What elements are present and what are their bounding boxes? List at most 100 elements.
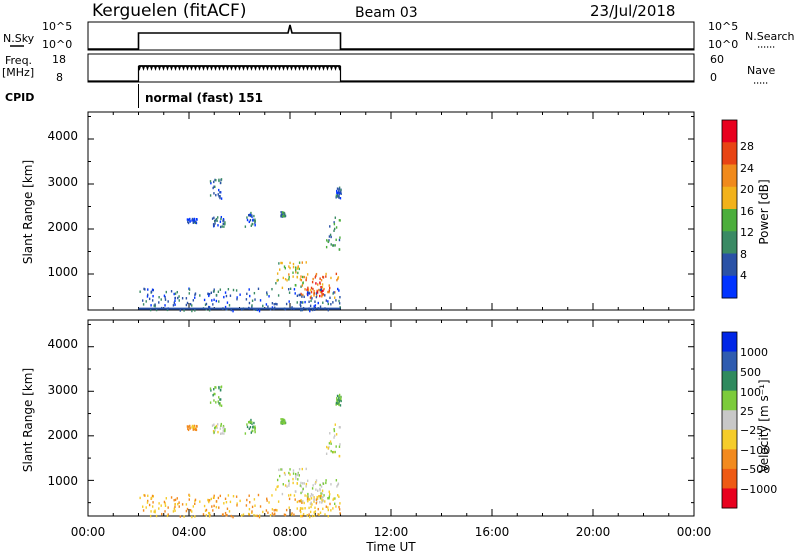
power-echo [224,305,227,309]
power-echo [338,289,340,292]
velocity-echo [314,510,317,513]
power-echo [277,294,280,297]
power-echo [321,292,323,295]
velocity-echo [274,512,276,516]
velocity-ytick: 4000 [47,337,78,351]
velocity-echo [285,508,288,512]
power-echo [213,216,215,219]
power-echo [306,288,308,292]
nave-tick-bottom: 0 [710,71,717,84]
power-echo [193,217,196,221]
power-echo [224,221,226,224]
velocity-echo [299,484,302,487]
velocity-echo [253,421,255,425]
power-echo [267,305,269,308]
power-echo [338,196,340,199]
velocity-echo [227,494,230,497]
power-echo [338,192,341,196]
power-echo [334,244,336,247]
velocity-echo [248,513,251,516]
velocity-echo [219,402,221,405]
velocity-echo [309,502,312,506]
power-echo [325,275,327,278]
velocity-echo [279,474,281,478]
power-echo [338,302,341,305]
power-echo [322,293,325,296]
power-echo [339,236,341,239]
velocity-echo [328,445,330,449]
power-echo [199,294,201,297]
velocity-cbar-tick: −100 [740,444,770,457]
velocity-echo [339,426,341,429]
velocity-echo [299,507,302,510]
velocity-echo [170,496,173,499]
power-echo [145,300,147,303]
power-echo [301,284,304,287]
freq-label-bottom: [MHz] [2,66,34,79]
velocity-echo [332,450,334,454]
power-echo [189,220,191,223]
velocity-echo [226,507,229,510]
velocity-echo [325,481,327,485]
nsearch-tick-top: 10^5 [708,20,738,33]
power-echo [152,294,154,298]
velocity-echo [340,399,342,403]
power-echo [207,292,209,296]
velocity-echo [271,494,273,497]
velocity-echo [315,488,317,491]
velocity-echo [163,500,166,504]
power-echo [152,288,155,292]
power-echo [232,288,235,292]
power-echo [301,261,303,264]
power-echo [219,181,222,185]
power-echo [281,211,284,214]
velocity-echo [213,399,215,402]
velocity-echo [194,498,197,502]
power-echo [296,276,299,279]
velocity-echo [271,512,274,515]
power-echo [339,219,341,222]
velocity-echo [296,507,298,510]
power-echo [275,302,277,306]
power-echo [299,293,301,297]
velocity-echo [194,515,196,518]
power-echo [249,294,251,298]
velocity-echo [328,497,330,500]
velocity-echo [208,499,211,502]
velocity-echo [189,427,191,430]
velocity-echo [294,498,296,501]
power-echo [284,215,286,218]
power-echo [191,219,193,222]
power-echo [315,274,317,278]
velocity-echo [302,507,304,510]
power-echo [218,300,220,303]
velocity-echo [308,498,311,501]
velocity-echo [205,514,208,517]
power-echo [299,303,301,306]
velocity-echo [328,493,331,496]
freq-tick-bottom: 8 [56,71,63,84]
power-echo [300,278,303,282]
power-echo [218,195,220,198]
power-echo [204,303,207,306]
velocity-cbar-tick: −1000 [740,483,777,496]
velocity-echo [207,498,209,502]
velocity-echo [288,484,290,487]
velocity-echo [275,488,277,491]
velocity-echo [219,403,221,407]
power-echo [319,290,322,294]
velocity-echo [302,499,304,503]
velocity-echo [315,502,318,505]
power-echo [313,305,315,308]
velocity-echo [281,418,284,421]
power-echo [293,288,296,291]
velocity-echo [215,424,218,428]
velocity-echo [214,386,216,389]
power-echo [273,303,275,306]
power-echo [333,291,335,294]
power-echo [289,261,291,265]
velocity-echo [306,479,309,482]
power-echo [314,304,317,307]
velocity-echo [174,509,176,512]
